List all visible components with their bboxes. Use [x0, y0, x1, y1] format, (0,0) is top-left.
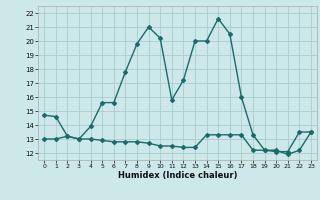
X-axis label: Humidex (Indice chaleur): Humidex (Indice chaleur) — [118, 171, 237, 180]
